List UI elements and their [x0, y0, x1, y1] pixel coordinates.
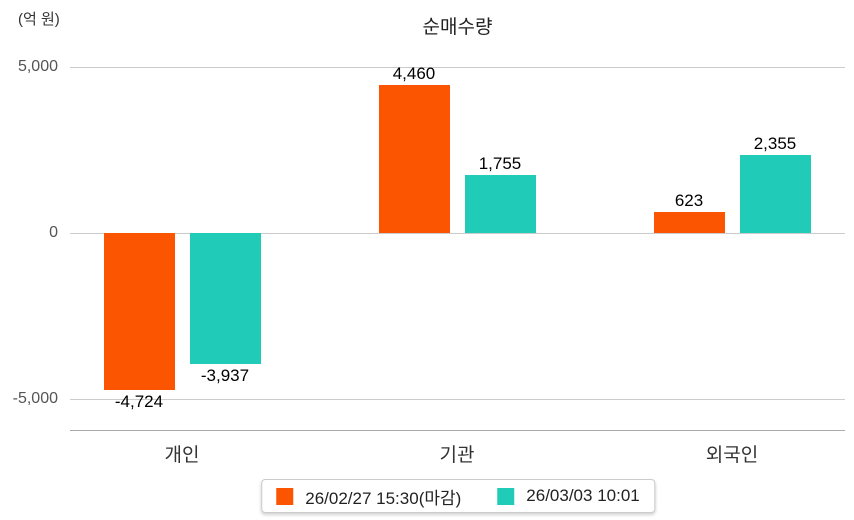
x-category-label-1: 개인 — [164, 445, 200, 466]
legend-color-swatch-icon — [276, 487, 294, 505]
bar-value-label: 623 — [674, 191, 704, 211]
y-tick-label: 5,000 — [17, 58, 58, 75]
x-category-label-3: 외국인 — [705, 445, 759, 466]
x-category-label-2: 기관 — [439, 445, 475, 466]
y-tick-label: 0 — [49, 224, 58, 241]
bar-value-label: -4,724 — [114, 391, 164, 411]
chart-title: 순매수량 — [422, 17, 493, 38]
bar-series2-개인 — [189, 233, 261, 364]
bar-series1-기관 — [378, 84, 450, 233]
bar-value-label: 2,355 — [753, 133, 797, 153]
y-axis-unit-label: (억 원) — [18, 11, 60, 28]
gridline-5000 — [70, 67, 845, 68]
bar-series2-외국인 — [739, 154, 811, 233]
legend-item-label: 26/02/27 15:30(마감) — [305, 488, 462, 508]
y-tick-label: -5,000 — [12, 390, 58, 407]
legend-item-series1[interactable]: 26/02/27 15:30(마감) — [276, 484, 461, 509]
legend-item-series2[interactable]: 26/03/03 10:01 — [497, 486, 640, 506]
bar-value-label: 4,460 — [392, 63, 436, 83]
legend-color-swatch-icon — [497, 487, 515, 505]
bar-series1-개인 — [103, 233, 175, 390]
gridline--5000 — [70, 399, 845, 400]
bar-value-label: 1,755 — [478, 153, 522, 173]
bar-value-label: -3,937 — [200, 365, 250, 385]
x-axis-line — [70, 430, 845, 431]
legend-item-label: 26/03/03 10:01 — [526, 486, 640, 505]
bar-series1-외국인 — [653, 212, 725, 233]
chart-legend: 26/02/27 15:30(마감) 26/03/03 10:01 — [261, 479, 655, 513]
bar-series2-기관 — [464, 174, 536, 233]
gridline-0 — [70, 233, 845, 234]
